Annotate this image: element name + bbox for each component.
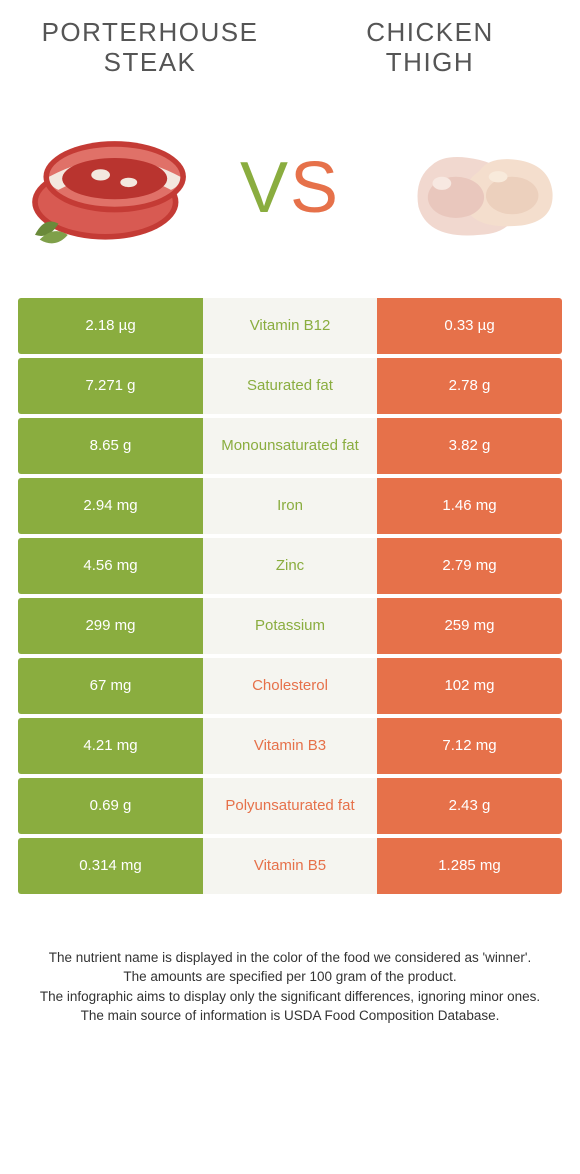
table-row: 299 mgPotassium259 mg <box>18 598 562 654</box>
nutrient-label: Saturated fat <box>203 358 377 414</box>
right-value: 2.79 mg <box>377 538 562 594</box>
right-value: 3.82 g <box>377 418 562 474</box>
nutrient-label: Vitamin B12 <box>203 298 377 354</box>
footer-line-3: The infographic aims to display only the… <box>28 987 552 1007</box>
footer-line-1: The nutrient name is displayed in the co… <box>28 948 552 968</box>
left-value: 0.314 mg <box>18 838 203 894</box>
nutrient-label: Polyunsaturated fat <box>203 778 377 834</box>
right-value: 102 mg <box>377 658 562 714</box>
nutrient-label: Vitamin B5 <box>203 838 377 894</box>
right-value: 1.285 mg <box>377 838 562 894</box>
left-value: 2.94 mg <box>18 478 203 534</box>
table-row: 67 mgCholesterol102 mg <box>18 658 562 714</box>
comparison-table: 2.18 µgVitamin B120.33 µg7.271 gSaturate… <box>0 298 580 894</box>
table-row: 0.314 mgVitamin B51.285 mg <box>18 838 562 894</box>
header: PORTERHOUSE STEAK CHICKEN THIGH <box>0 0 580 88</box>
nutrient-label: Potassium <box>203 598 377 654</box>
left-value: 299 mg <box>18 598 203 654</box>
right-value: 2.78 g <box>377 358 562 414</box>
footer-line-4: The main source of information is USDA F… <box>28 1006 552 1026</box>
right-value: 0.33 µg <box>377 298 562 354</box>
right-value: 2.43 g <box>377 778 562 834</box>
left-value: 0.69 g <box>18 778 203 834</box>
footer-line-2: The amounts are specified per 100 gram o… <box>28 967 552 987</box>
right-value: 259 mg <box>377 598 562 654</box>
right-food-title: CHICKEN THIGH <box>320 18 540 78</box>
nutrient-label: Iron <box>203 478 377 534</box>
table-row: 0.69 gPolyunsaturated fat2.43 g <box>18 778 562 834</box>
table-row: 4.21 mgVitamin B37.12 mg <box>18 718 562 774</box>
footer-notes: The nutrient name is displayed in the co… <box>0 898 580 1026</box>
chicken-image <box>370 108 570 268</box>
nutrient-label: Vitamin B3 <box>203 718 377 774</box>
nutrient-label: Zinc <box>203 538 377 594</box>
table-row: 2.94 mgIron1.46 mg <box>18 478 562 534</box>
nutrient-label: Cholesterol <box>203 658 377 714</box>
vs-s: S <box>290 148 340 228</box>
vs-label: VS <box>240 147 340 229</box>
nutrient-label: Monounsaturated fat <box>203 418 377 474</box>
table-row: 7.271 gSaturated fat2.78 g <box>18 358 562 414</box>
left-value: 4.56 mg <box>18 538 203 594</box>
table-row: 4.56 mgZinc2.79 mg <box>18 538 562 594</box>
table-row: 2.18 µgVitamin B120.33 µg <box>18 298 562 354</box>
table-row: 8.65 gMonounsaturated fat3.82 g <box>18 418 562 474</box>
right-value: 7.12 mg <box>377 718 562 774</box>
vs-v: V <box>240 148 290 228</box>
left-food-title: PORTERHOUSE STEAK <box>40 18 260 78</box>
steak-image <box>10 108 210 268</box>
left-value: 2.18 µg <box>18 298 203 354</box>
left-value: 4.21 mg <box>18 718 203 774</box>
left-value: 7.271 g <box>18 358 203 414</box>
left-value: 8.65 g <box>18 418 203 474</box>
hero: VS <box>0 88 580 298</box>
right-value: 1.46 mg <box>377 478 562 534</box>
left-value: 67 mg <box>18 658 203 714</box>
